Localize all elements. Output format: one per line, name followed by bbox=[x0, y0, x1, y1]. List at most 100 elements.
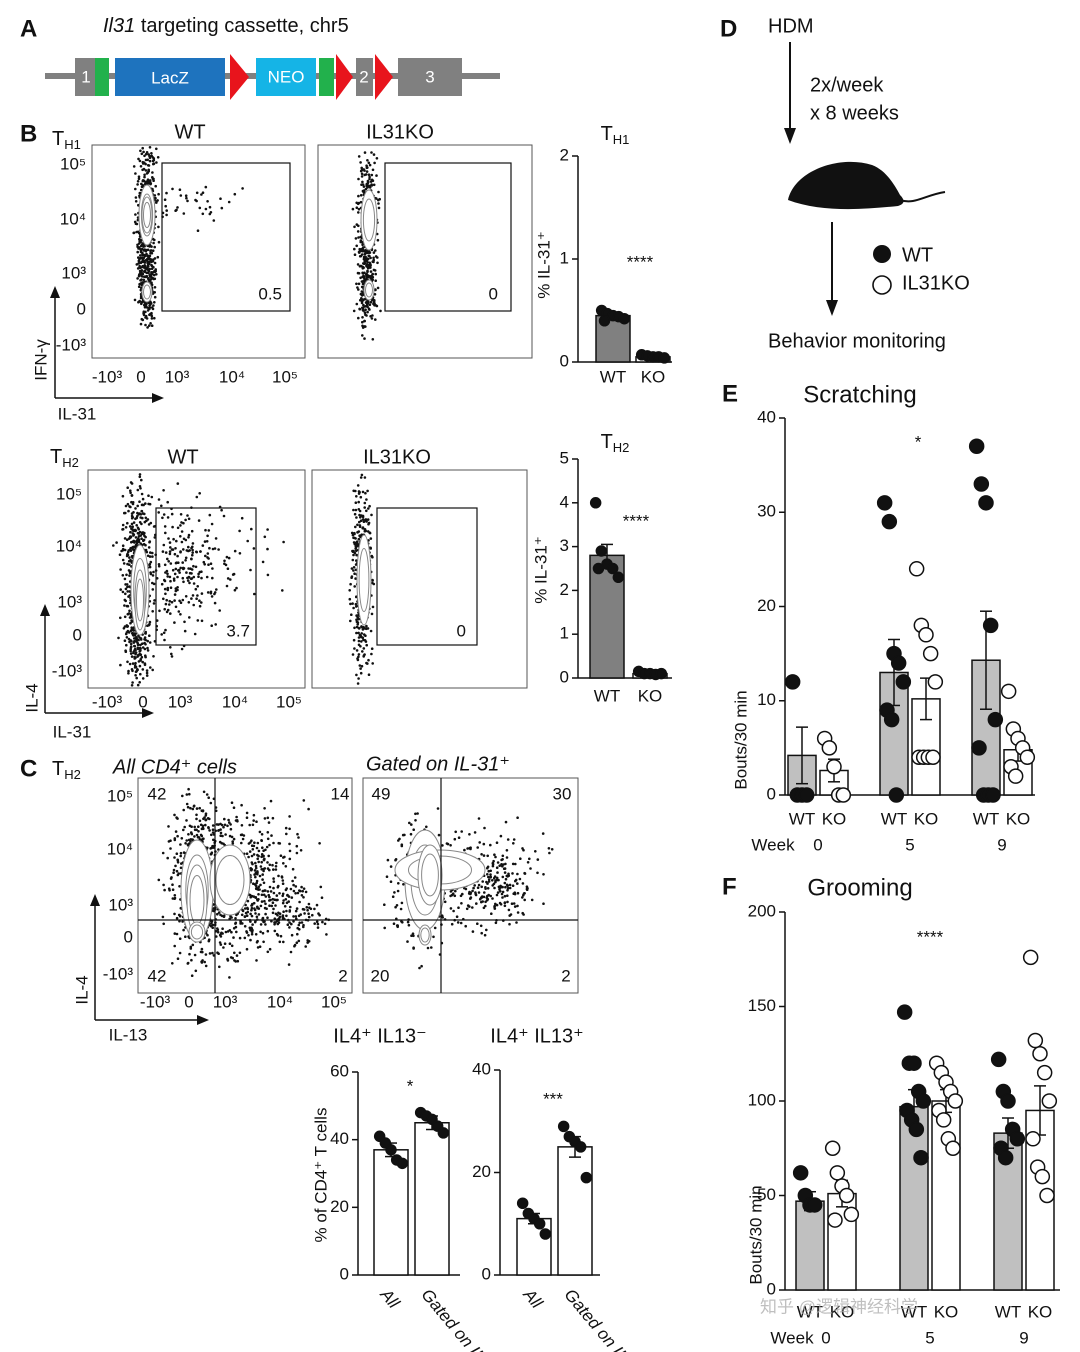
event-dot bbox=[191, 594, 195, 597]
event-dot bbox=[136, 668, 139, 672]
event-dot bbox=[163, 563, 167, 567]
event-dot bbox=[295, 941, 299, 944]
event-dot bbox=[279, 854, 283, 857]
event-dot bbox=[349, 582, 352, 586]
event-dot bbox=[161, 851, 165, 855]
event-dot bbox=[360, 168, 364, 172]
event-dot bbox=[352, 606, 355, 610]
event-dot bbox=[137, 256, 140, 259]
event-dot bbox=[138, 271, 142, 275]
event-dot bbox=[250, 908, 253, 912]
event-dot bbox=[349, 602, 352, 606]
event-dot bbox=[191, 551, 194, 554]
event-dot bbox=[171, 897, 175, 900]
event-dot bbox=[266, 950, 270, 954]
event-dot bbox=[357, 631, 360, 635]
event-dot bbox=[363, 653, 366, 656]
event-dot bbox=[468, 833, 471, 836]
event-dot bbox=[491, 879, 494, 882]
event-dot bbox=[255, 959, 258, 962]
data-point bbox=[598, 315, 611, 327]
event-dot bbox=[146, 554, 150, 558]
event-dot bbox=[145, 252, 148, 256]
event-dot bbox=[351, 533, 355, 537]
y-tick-label: 0 bbox=[77, 299, 86, 318]
event-dot bbox=[521, 847, 524, 850]
event-dot bbox=[149, 322, 152, 325]
event-dot bbox=[410, 823, 413, 826]
event-dot bbox=[436, 807, 440, 810]
event-dot bbox=[184, 194, 188, 197]
event-dot bbox=[505, 856, 509, 859]
event-dot bbox=[191, 542, 195, 545]
event-dot bbox=[171, 883, 174, 886]
event-dot bbox=[493, 853, 496, 856]
event-dot bbox=[515, 921, 518, 924]
event-dot bbox=[284, 898, 288, 901]
event-dot bbox=[362, 185, 366, 188]
event-dot bbox=[368, 303, 372, 307]
event-dot bbox=[169, 646, 172, 649]
event-dot bbox=[144, 316, 147, 319]
event-dot bbox=[291, 867, 295, 871]
event-dot bbox=[255, 846, 259, 850]
event-dot bbox=[307, 912, 310, 915]
y-tick-label: 10⁴ bbox=[60, 209, 86, 228]
event-dot bbox=[210, 833, 213, 837]
y-tick-label: 20 bbox=[472, 1162, 491, 1181]
event-dot bbox=[353, 225, 356, 229]
event-dot bbox=[173, 932, 177, 935]
event-dot bbox=[228, 976, 231, 979]
event-dot bbox=[255, 879, 259, 883]
event-dot bbox=[204, 812, 208, 815]
event-dot bbox=[148, 273, 152, 276]
event-dot bbox=[352, 309, 356, 313]
event-dot bbox=[506, 894, 509, 897]
event-dot bbox=[141, 272, 145, 276]
event-dot bbox=[193, 835, 196, 838]
event-dot bbox=[529, 867, 532, 870]
event-dot bbox=[148, 324, 151, 327]
event-dot bbox=[276, 898, 279, 902]
event-dot bbox=[123, 615, 127, 619]
data-point bbox=[1019, 749, 1036, 766]
event-dot bbox=[251, 848, 255, 851]
event-dot bbox=[195, 807, 199, 810]
event-dot bbox=[260, 860, 264, 864]
event-dot bbox=[352, 569, 355, 572]
event-dot bbox=[132, 521, 136, 524]
event-dot bbox=[173, 856, 176, 859]
event-dot bbox=[169, 579, 172, 583]
event-dot bbox=[207, 563, 210, 566]
event-dot bbox=[142, 150, 145, 154]
event-dot bbox=[142, 532, 145, 536]
event-dot bbox=[368, 163, 372, 167]
event-dot bbox=[189, 567, 192, 570]
event-dot bbox=[184, 559, 187, 562]
event-dot bbox=[355, 649, 359, 652]
event-dot bbox=[530, 898, 534, 902]
event-dot bbox=[198, 819, 202, 823]
event-dot bbox=[356, 682, 360, 685]
event-dot bbox=[272, 907, 275, 911]
event-dot bbox=[504, 820, 508, 824]
loxp-box bbox=[95, 58, 109, 96]
x-tick-label: -10³ bbox=[92, 692, 123, 711]
event-dot bbox=[189, 577, 193, 581]
x-tick-label: 10³ bbox=[213, 992, 238, 1011]
event-dot bbox=[235, 930, 238, 934]
event-dot bbox=[291, 879, 294, 883]
event-dot bbox=[505, 849, 509, 852]
event-dot bbox=[420, 964, 423, 968]
event-dot bbox=[480, 931, 484, 935]
event-dot bbox=[177, 872, 180, 875]
event-dot bbox=[313, 922, 317, 925]
event-dot bbox=[163, 525, 167, 528]
event-dot bbox=[504, 885, 507, 889]
event-dot bbox=[148, 146, 152, 149]
data-point bbox=[987, 711, 1004, 728]
y-axis-label: IFN-γ bbox=[31, 339, 50, 381]
event-dot bbox=[466, 904, 470, 907]
event-dot bbox=[282, 540, 285, 544]
event-dot bbox=[361, 306, 364, 310]
